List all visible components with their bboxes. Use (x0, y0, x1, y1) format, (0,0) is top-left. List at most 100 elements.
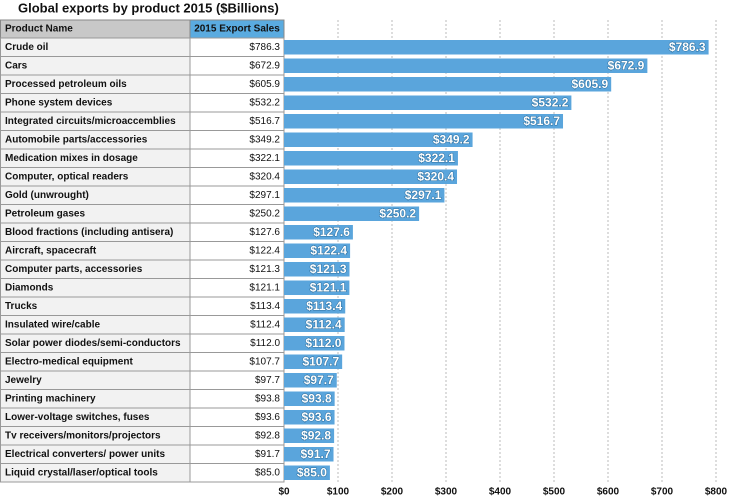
sales-value: $113.4 (250, 301, 280, 312)
product-name: Computer, optical readers (5, 171, 129, 182)
sales-value: $97.7 (255, 375, 280, 386)
bar-label: $605.9 (571, 77, 608, 91)
bar-label: $322.1 (418, 151, 455, 165)
sales-value: $121.1 (249, 282, 280, 293)
sales-value: $672.9 (249, 60, 280, 71)
bar (284, 40, 709, 55)
bar-label: $92.8 (301, 428, 331, 442)
bar (284, 373, 337, 388)
x-tick-label: $700 (651, 487, 674, 498)
sales-value: $121.3 (249, 264, 280, 275)
sales-value: $91.7 (255, 449, 280, 460)
sales-value: $320.4 (249, 171, 280, 182)
product-name: Aircraft, spacecraft (5, 245, 97, 256)
bar-label: $112.4 (306, 317, 342, 331)
sales-value: $85.0 (255, 467, 280, 478)
sales-value: $112.0 (250, 338, 280, 349)
bar (284, 169, 458, 184)
bar (284, 391, 335, 406)
bar-label: $113.4 (306, 299, 342, 313)
bar (284, 447, 334, 462)
bar-label: $112.0 (305, 336, 341, 350)
sales-value: $322.1 (249, 153, 280, 164)
x-tick-label: $500 (543, 487, 566, 498)
bar-label: $297.1 (405, 188, 442, 202)
bar-label: $107.7 (302, 354, 339, 368)
bar (284, 299, 346, 314)
bar-label: $85.0 (297, 465, 327, 479)
sales-value: $297.1 (249, 190, 280, 201)
product-name: Electro-medical equipment (5, 356, 133, 367)
bar-label: $121.1 (310, 280, 347, 294)
bar (284, 262, 350, 277)
product-name: Processed petroleum oils (5, 79, 127, 90)
sales-value: $93.8 (255, 393, 280, 404)
x-tick-label: $100 (327, 487, 350, 498)
bar (284, 410, 335, 425)
product-name: Phone system devices (5, 97, 113, 108)
sales-value: $93.6 (255, 412, 280, 423)
product-name: Liquid crystal/laser/optical tools (5, 467, 158, 478)
sales-value: $605.9 (249, 79, 280, 90)
x-tick-label: $600 (597, 487, 620, 498)
sales-value: $107.7 (249, 356, 280, 367)
bar-label: $93.8 (302, 391, 332, 405)
product-name: Gold (unwrought) (5, 190, 89, 201)
x-tick-label: $300 (435, 487, 458, 498)
product-name: Trucks (5, 301, 38, 312)
name-cell (0, 56, 191, 76)
sales-value: $250.2 (249, 208, 280, 219)
column-header: Product Name (5, 24, 73, 35)
sales-value: $349.2 (249, 134, 280, 145)
bar (284, 243, 351, 258)
bar-label: $516.7 (523, 114, 560, 128)
bar-label: $122.4 (310, 243, 347, 257)
sales-value: $786.3 (249, 42, 280, 53)
sales-value: $516.7 (249, 116, 280, 127)
sales-value: $532.2 (249, 97, 280, 108)
bar-label: $121.3 (310, 262, 347, 276)
bar (284, 317, 345, 332)
x-tick-label: $400 (489, 487, 512, 498)
product-name: Printing machinery (5, 393, 96, 404)
bar (284, 58, 648, 73)
bar (284, 77, 612, 92)
bar-label: $127.6 (313, 225, 350, 239)
product-name: Crude oil (5, 42, 49, 53)
product-name: Solar power diodes/semi-conductors (5, 338, 181, 349)
product-name: Jewelry (5, 375, 42, 386)
bar (284, 225, 353, 240)
product-name: Tv receivers/monitors/projectors (5, 430, 161, 441)
product-name: Medication mixes in dosage (5, 153, 138, 164)
bar (284, 206, 420, 221)
bar (284, 428, 335, 443)
x-tick-label: $0 (278, 487, 290, 498)
product-name: Automobile parts/accessories (5, 134, 148, 145)
bar (284, 465, 330, 480)
bar-label: $250.2 (379, 206, 416, 220)
bar (284, 354, 343, 369)
column-header: 2015 Export Sales (194, 24, 280, 35)
sales-value: $122.4 (249, 245, 280, 256)
sales-value: $92.8 (255, 430, 280, 441)
product-name: Integrated circuits/microaccemblies (5, 116, 176, 127)
chart-title: Global exports by product 2015 ($Billion… (18, 0, 279, 15)
bar (284, 114, 564, 129)
bar (284, 151, 458, 166)
product-name: Insulated wire/cable (5, 319, 100, 330)
bar-label: $91.7 (300, 447, 330, 461)
bar-label: $320.4 (417, 169, 454, 183)
product-name: Diamonds (5, 282, 54, 293)
product-name: Electrical converters/ power units (5, 449, 165, 460)
x-tick-label: $200 (381, 487, 404, 498)
bar (284, 132, 473, 147)
bar-label: $97.7 (304, 373, 334, 387)
bar (284, 188, 445, 203)
bar (284, 280, 350, 295)
bar (284, 336, 345, 351)
bar-label: $672.9 (608, 58, 645, 72)
sales-value: $112.4 (250, 319, 280, 330)
product-name: Cars (5, 60, 28, 71)
bar-label: $532.2 (532, 95, 569, 109)
